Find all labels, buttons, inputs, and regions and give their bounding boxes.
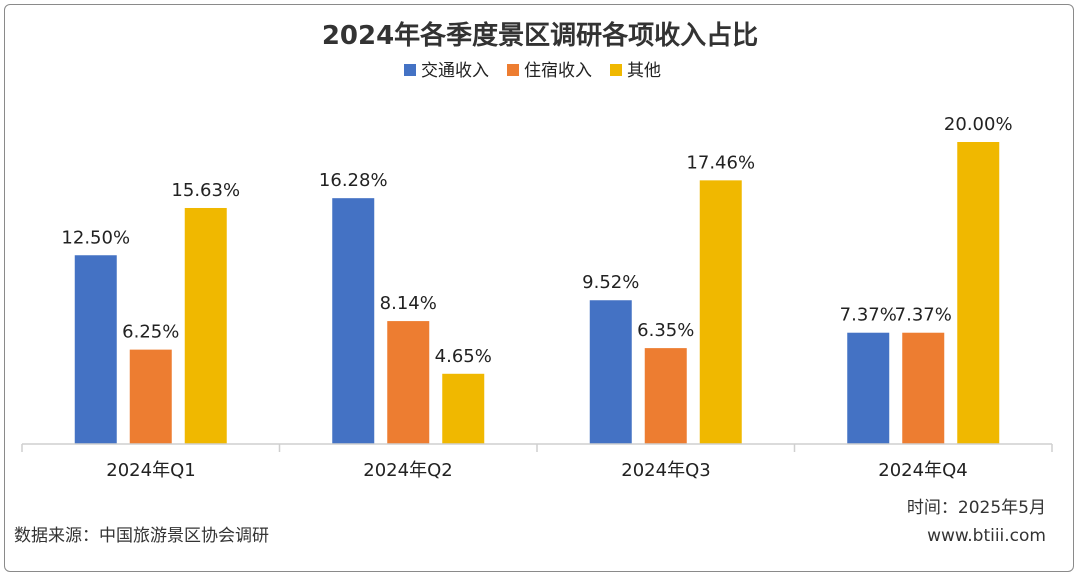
bar-q3-lodging xyxy=(644,348,687,444)
bar-q1-other xyxy=(184,207,227,444)
data-label-q2-lodging: 8.14% xyxy=(380,293,437,314)
bar-q2-other xyxy=(442,373,485,444)
data-label-q1-other: 15.63% xyxy=(171,180,240,201)
bar-q4-transport xyxy=(847,332,890,444)
bar-q1-transport xyxy=(74,255,117,444)
site-note: www.btiii.com xyxy=(927,526,1046,546)
source-note: 数据来源：中国旅游景区协会调研 xyxy=(14,526,269,546)
bar-q4-lodging xyxy=(902,332,945,444)
bar-q4-other xyxy=(957,142,1000,444)
chart-title: 2024年各季度景区调研各项收入占比 xyxy=(322,20,758,51)
legend-label-transport: 交通收入 xyxy=(421,61,489,81)
date-note: 时间：2025年5月 xyxy=(907,498,1046,518)
chart-frame xyxy=(4,4,1074,572)
bar-q2-transport xyxy=(332,198,375,444)
data-label-q3-lodging: 6.35% xyxy=(637,320,694,341)
data-label-q3-transport: 9.52% xyxy=(582,272,639,293)
data-label-q3-other: 17.46% xyxy=(686,152,755,173)
data-label-q2-other: 4.65% xyxy=(435,346,492,367)
data-label-q4-lodging: 7.37% xyxy=(895,305,952,326)
category-label-q1: 2024年Q1 xyxy=(106,460,195,481)
bar-q3-transport xyxy=(589,300,632,444)
data-label-q2-transport: 16.28% xyxy=(319,170,388,191)
bar-q3-other xyxy=(699,180,742,444)
data-label-q4-other: 20.00% xyxy=(944,114,1013,135)
legend-label-lodging: 住宿收入 xyxy=(524,61,592,81)
legend-swatch-lodging xyxy=(507,64,519,76)
legend: 交通收入 住宿收入 其他 xyxy=(404,61,661,81)
x-axis-labels: 2024年Q1 2024年Q2 2024年Q3 2024年Q4 xyxy=(106,460,967,481)
data-label-q1-lodging: 6.25% xyxy=(122,322,179,343)
category-label-q3: 2024年Q3 xyxy=(621,460,710,481)
x-axis-ticks xyxy=(21,444,1053,452)
bar-q1-lodging xyxy=(129,349,172,444)
plot-area: 12.50% 6.25% 15.63% 16.28% 8.14% 4.65% 9.52% 6.… xyxy=(61,114,1013,444)
legend-swatch-other xyxy=(610,64,622,76)
category-label-q2: 2024年Q2 xyxy=(363,460,452,481)
data-label-q1-transport: 12.50% xyxy=(61,227,130,248)
legend-swatch-transport xyxy=(404,64,416,76)
legend-label-other: 其他 xyxy=(627,61,661,81)
category-label-q4: 2024年Q4 xyxy=(878,460,967,481)
bar-q2-lodging xyxy=(387,321,430,444)
data-label-q4-transport: 7.37% xyxy=(840,305,897,326)
